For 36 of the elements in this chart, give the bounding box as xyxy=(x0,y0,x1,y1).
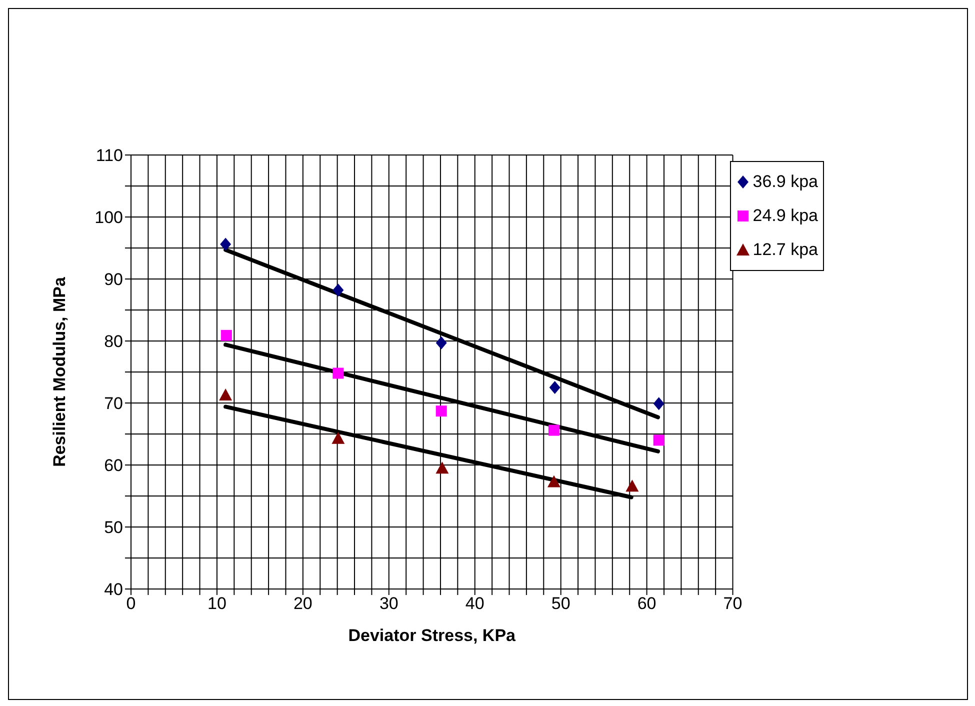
x-tick-label: 0 xyxy=(126,594,136,614)
x-tick-label: 20 xyxy=(293,594,312,614)
point xyxy=(332,368,344,379)
point xyxy=(548,424,560,436)
x-tick-label: 50 xyxy=(551,594,570,614)
x-tick-label: 40 xyxy=(465,594,484,614)
x-tick-label: 30 xyxy=(379,594,398,614)
point xyxy=(219,388,232,400)
point xyxy=(436,406,447,417)
point xyxy=(332,284,344,297)
point xyxy=(653,397,664,410)
y-tick-label: 60 xyxy=(104,456,123,476)
point xyxy=(220,238,232,251)
y-tick-label: 50 xyxy=(104,518,123,538)
point xyxy=(220,330,232,341)
y-tick-label: 90 xyxy=(104,270,123,290)
y-tick-label: 70 xyxy=(104,394,123,414)
legend-label: 24.9 kpa xyxy=(752,205,818,227)
point xyxy=(626,480,639,492)
x-tick-label: 60 xyxy=(637,594,656,614)
point xyxy=(547,475,560,488)
point xyxy=(436,462,449,474)
y-tick-label: 100 xyxy=(94,208,123,228)
x-tick-label: 70 xyxy=(723,594,742,614)
point xyxy=(653,434,664,446)
legend-label: 36.9 kpa xyxy=(752,171,818,193)
point xyxy=(436,336,447,350)
y-axis-title: Resilient Modulus, MPa xyxy=(50,276,70,467)
y-tick-label: 80 xyxy=(104,332,123,352)
x-axis-title: Deviator Stress, KPa xyxy=(348,626,516,645)
point xyxy=(549,381,560,394)
y-tick-label: 40 xyxy=(104,580,123,600)
legend-label: 12.7 kpa xyxy=(752,239,818,261)
x-tick-label: 10 xyxy=(208,594,226,614)
point xyxy=(332,432,345,444)
y-tick-label: 110 xyxy=(96,146,123,166)
